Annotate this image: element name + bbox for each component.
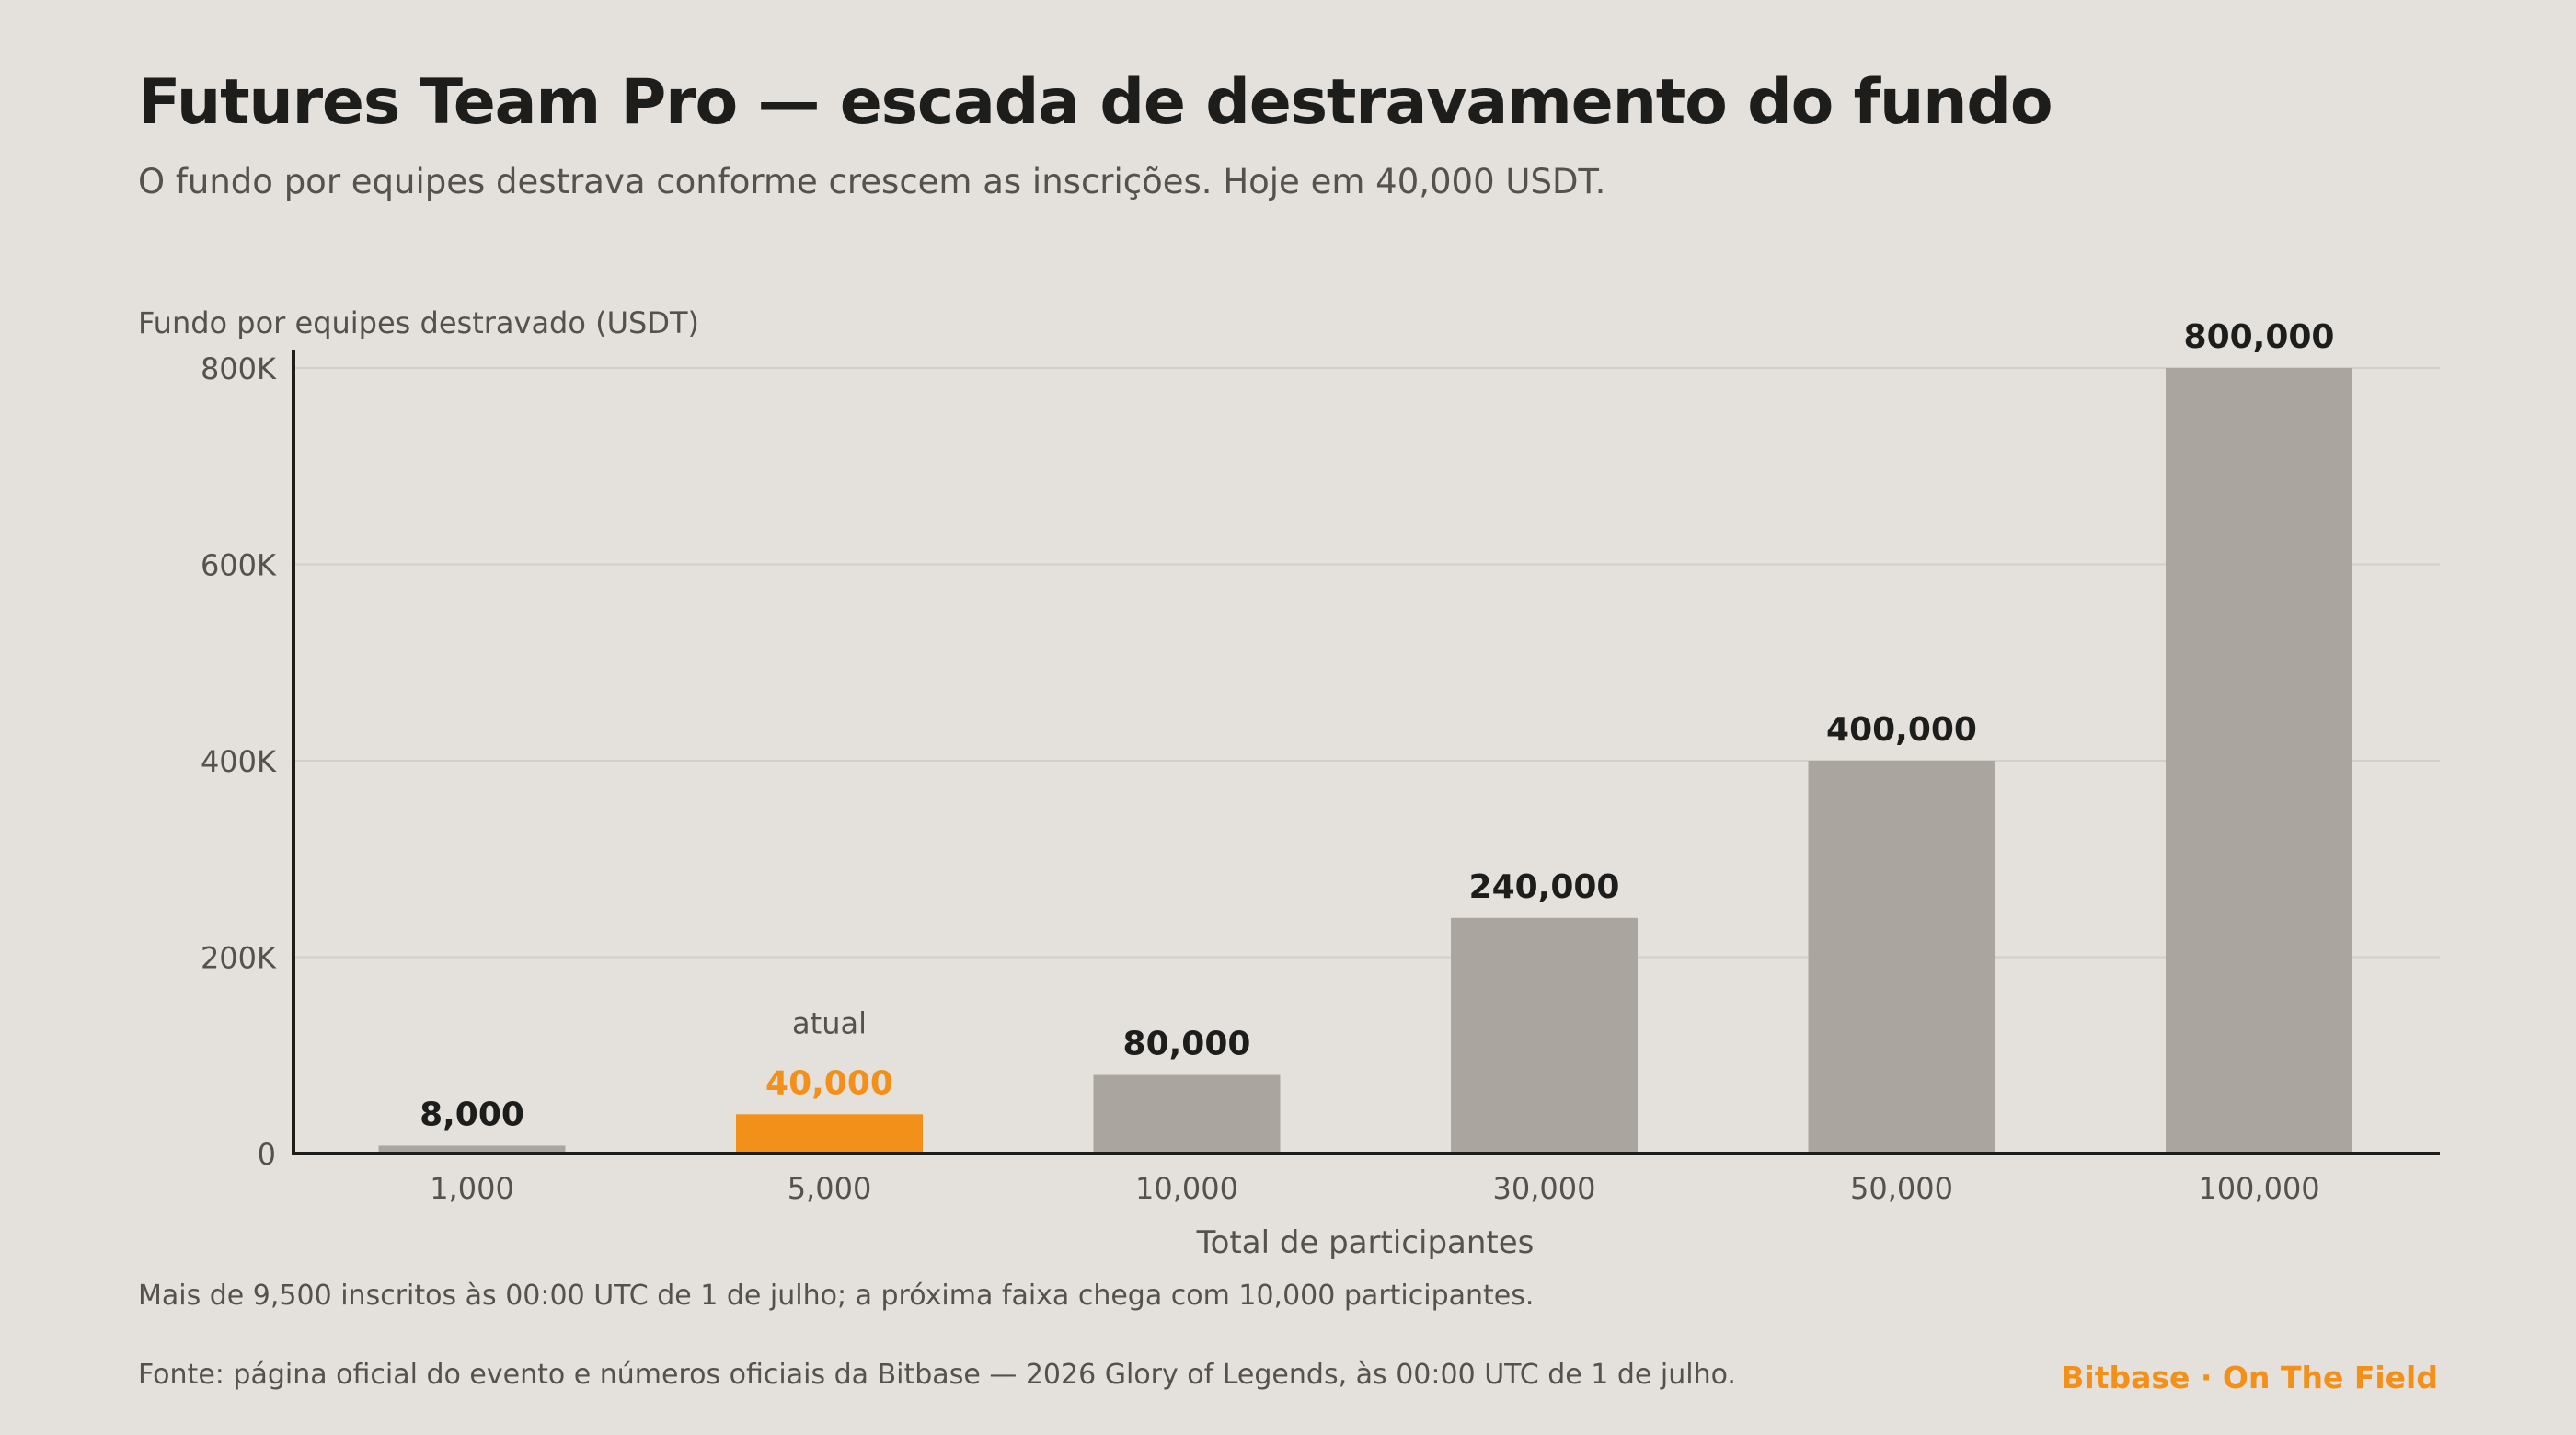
- data-label: 240,000: [1469, 868, 1620, 906]
- x-tick-label: 1,000: [430, 1171, 514, 1206]
- x-tick-label: 50,000: [1850, 1171, 1953, 1206]
- y-axis-label: Fundo por equipes destravado (USDT): [138, 305, 699, 340]
- y-tick-label: 0: [258, 1137, 276, 1172]
- data-label: 80,000: [1123, 1026, 1251, 1063]
- bar: [736, 1114, 923, 1154]
- bar: [1093, 1074, 1281, 1154]
- data-label: 40,000: [765, 1064, 893, 1102]
- x-tick-label: 100,000: [2198, 1171, 2319, 1206]
- y-tick-label: 200K: [201, 941, 277, 976]
- x-tick-label: 5,000: [788, 1171, 872, 1206]
- y-tick-label: 400K: [201, 744, 277, 779]
- y-tick-label: 800K: [201, 351, 277, 386]
- bar: [378, 1145, 566, 1154]
- bar: [1808, 761, 1995, 1154]
- grid-lines: [293, 367, 2440, 959]
- chart-title: Futures Team Pro — escada de destravamen…: [138, 66, 2053, 139]
- footnote: Mais de 9,500 inscritos às 00:00 UTC de …: [138, 1280, 1535, 1312]
- x-tick-label: 10,000: [1135, 1171, 1238, 1206]
- x-tick-label: 30,000: [1493, 1171, 1596, 1206]
- x-axis-ticks: 1,000 5,000 10,000 30,000 50,000 100,000: [430, 1171, 2319, 1206]
- brand-label: Bitbase · On The Field: [2061, 1360, 2438, 1395]
- bar: [1451, 917, 1638, 1154]
- x-axis-label: Total de participantes: [1196, 1224, 1535, 1261]
- highlight-annotation: atual: [792, 1005, 867, 1040]
- y-axis-ticks: 0 200K 400K 600K 800K: [201, 351, 277, 1172]
- bars: [378, 368, 2352, 1154]
- y-tick-label: 600K: [201, 548, 277, 583]
- source-note: Fonte: página oficial do evento e número…: [138, 1359, 1736, 1391]
- data-label: 8,000: [420, 1096, 524, 1133]
- bar: [2166, 368, 2352, 1154]
- data-label: 400,000: [1826, 711, 1977, 749]
- data-labels: 8,000 40,000 80,000 240,000 400,000 800,000: [420, 318, 2334, 1133]
- data-label: 800,000: [2184, 318, 2335, 356]
- chart-subtitle: O fundo por equipes destrava conforme cr…: [138, 162, 1606, 201]
